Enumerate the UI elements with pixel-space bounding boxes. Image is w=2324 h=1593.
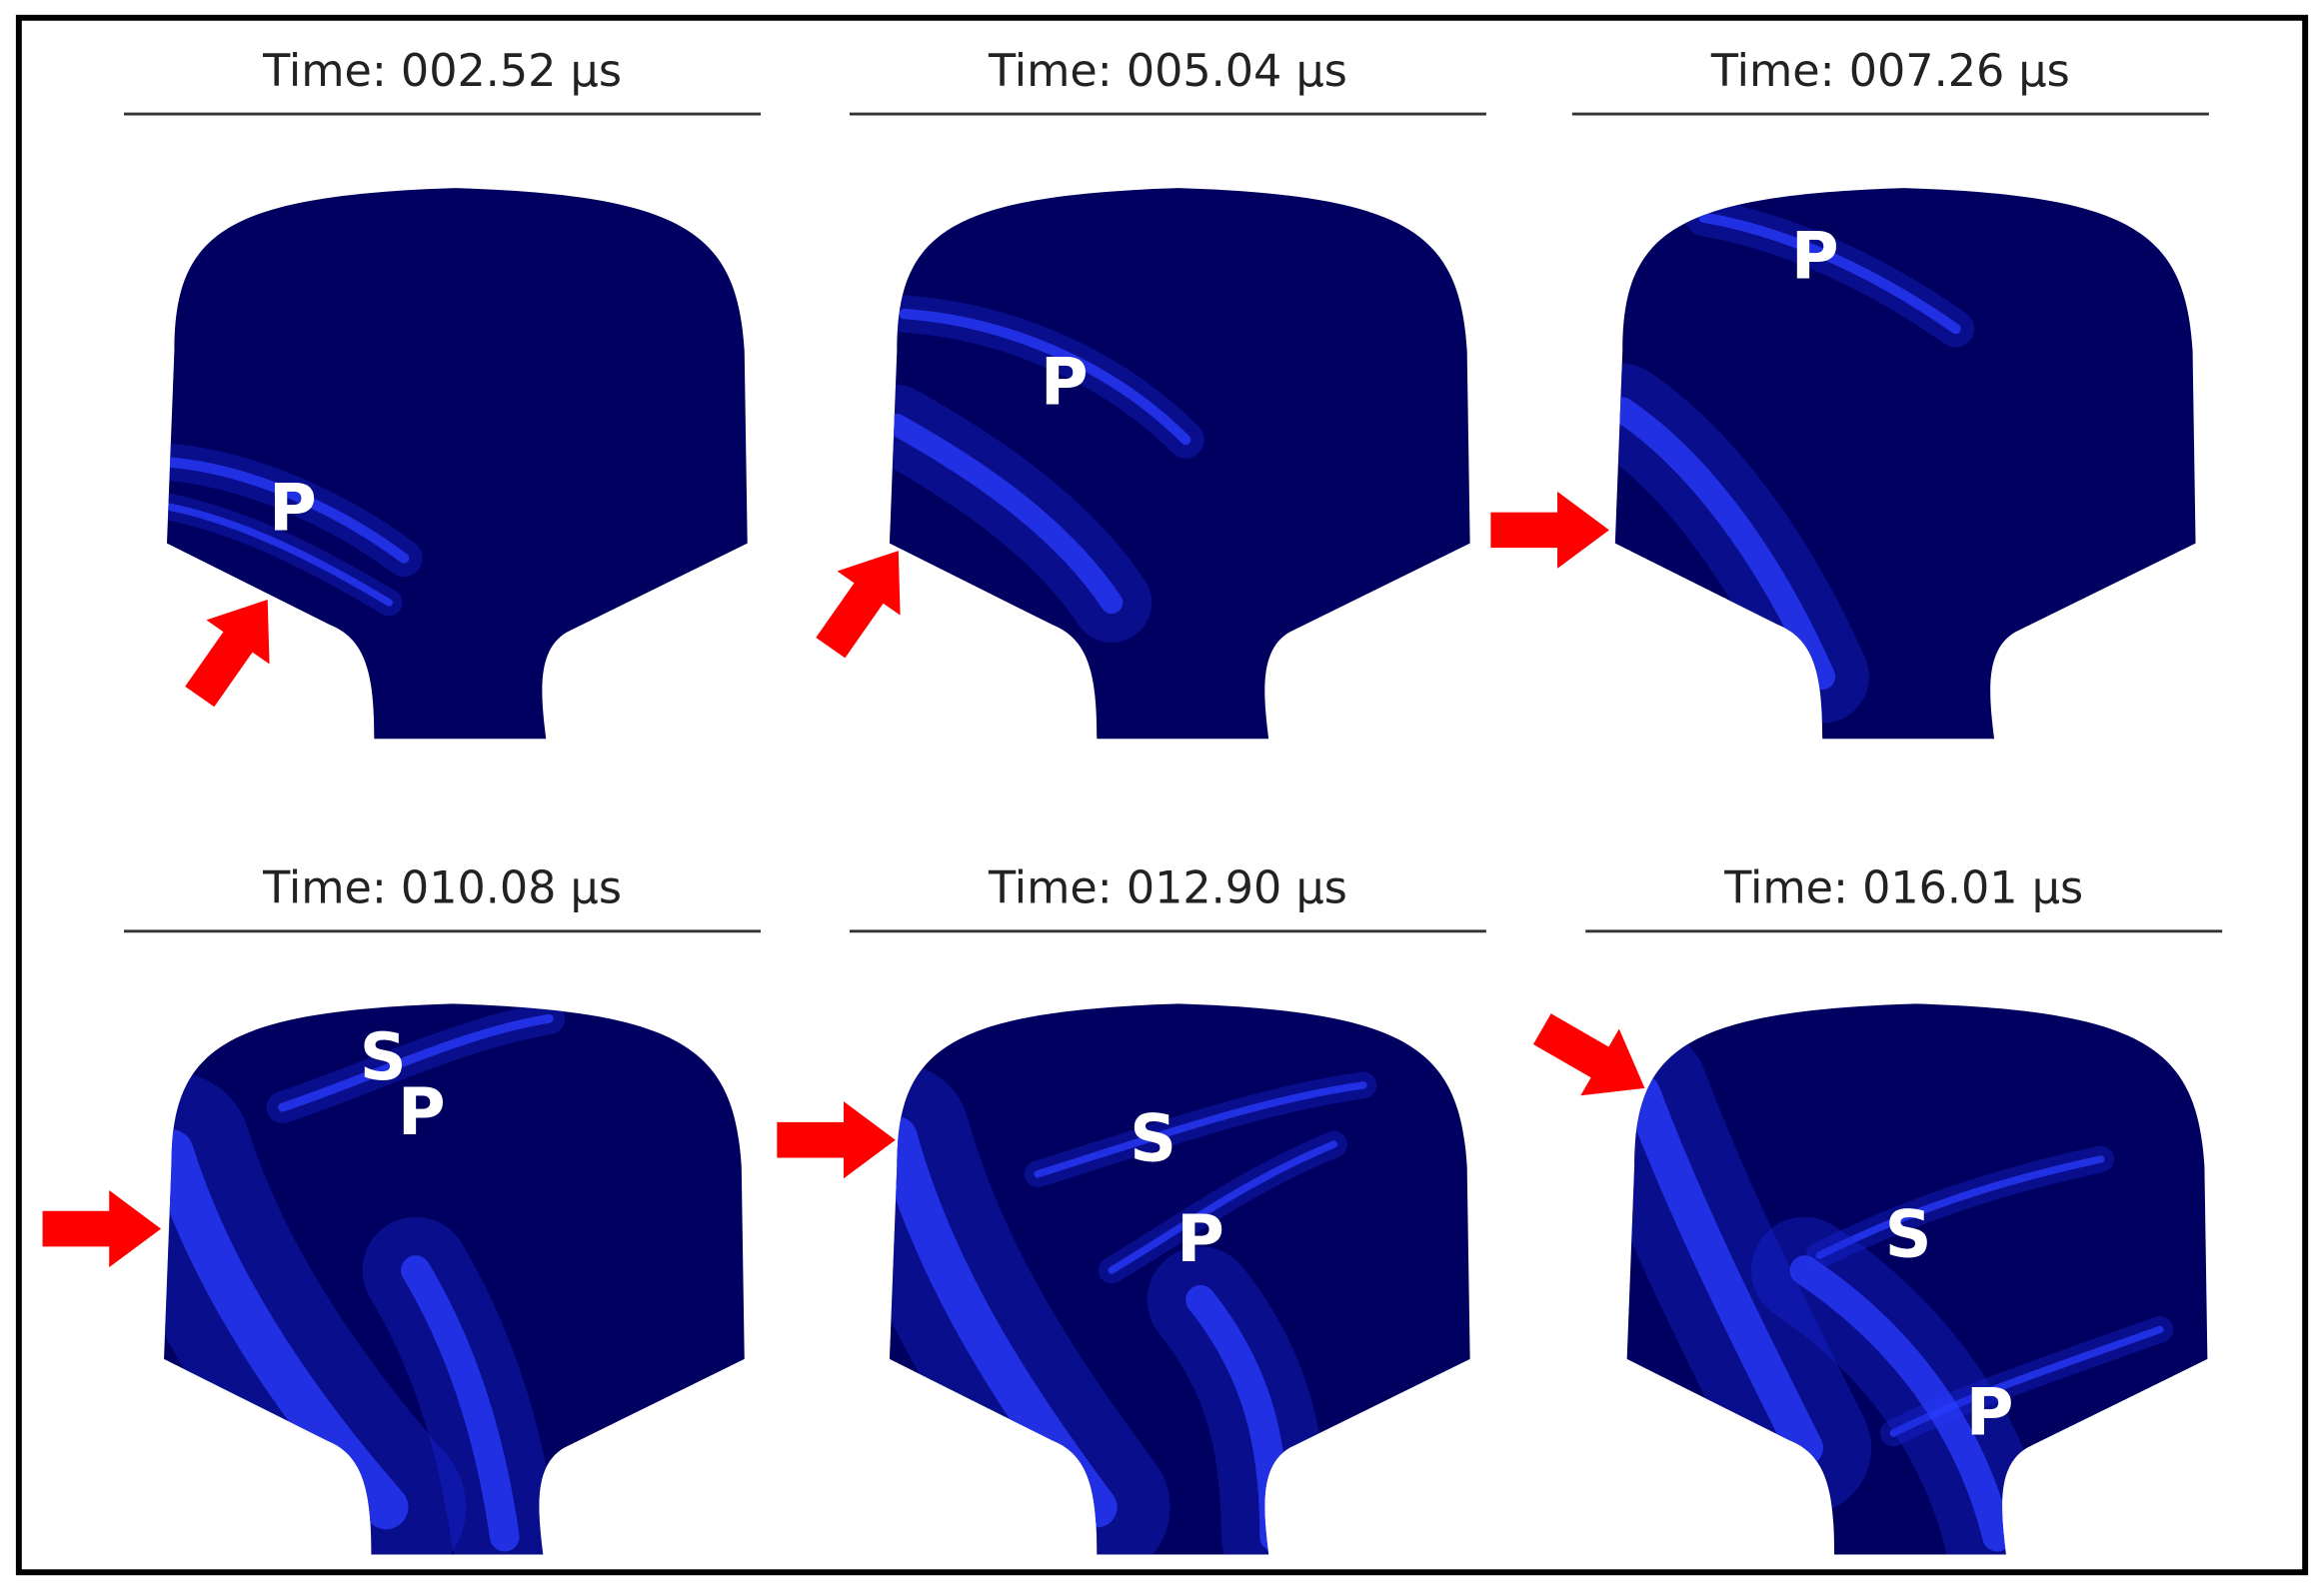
rail-shape xyxy=(166,188,748,740)
wavefronts xyxy=(889,295,1204,643)
wave-front xyxy=(889,414,1124,615)
rail-section: SP xyxy=(1626,1003,2208,1555)
panel-title: Time: 012.90 µs xyxy=(988,863,1347,914)
panel-title: Time: 016.01 µs xyxy=(1723,863,2083,914)
wave-label: P xyxy=(398,1074,446,1150)
wave-front xyxy=(166,502,393,607)
wave-front xyxy=(166,457,410,564)
wave-label: P xyxy=(1176,1201,1224,1277)
panel-title: Time: 005.04 µs xyxy=(988,46,1347,97)
wavefronts xyxy=(1614,199,1975,724)
wave-label: S xyxy=(1885,1197,1932,1273)
wave-front xyxy=(1698,212,1961,335)
impact-arrow xyxy=(777,1101,896,1179)
panel-title: Time: 007.26 µs xyxy=(1710,46,2070,97)
wave-label: P xyxy=(1966,1374,2014,1450)
rail-shape xyxy=(889,188,1470,740)
wave-front xyxy=(1614,397,1836,690)
wave-front xyxy=(899,308,1191,446)
wave-label: P xyxy=(1791,219,1839,295)
wave-front xyxy=(278,1013,554,1112)
wave-front xyxy=(1034,1081,1367,1178)
panel-title: Time: 002.52 µs xyxy=(262,46,622,97)
wavefronts xyxy=(166,443,423,617)
rail-section: P xyxy=(889,188,1470,740)
impact-arrow xyxy=(1532,1013,1645,1096)
wave-front xyxy=(1108,1140,1338,1274)
impact-arrow xyxy=(816,551,901,659)
wave-front xyxy=(401,1255,520,1552)
wave-label: P xyxy=(1041,344,1089,420)
wave-label: P xyxy=(269,470,317,546)
rail-section: P xyxy=(166,188,748,740)
rail-section: P xyxy=(1614,188,2196,740)
wave-front xyxy=(1889,1325,2164,1437)
wave-label: S xyxy=(360,1019,407,1095)
panel-title: Time: 010.08 µs xyxy=(262,863,622,914)
wavefronts xyxy=(1626,1025,2174,1555)
impact-arrow xyxy=(42,1190,162,1268)
wave-front xyxy=(1789,1255,2012,1552)
impact-arrow xyxy=(185,599,270,708)
rail-shape xyxy=(1614,188,2196,740)
impact-arrow xyxy=(1490,491,1609,569)
wave-front xyxy=(1626,1073,1823,1467)
wave-front xyxy=(1815,1155,2105,1259)
wave-label: S xyxy=(1130,1100,1176,1176)
